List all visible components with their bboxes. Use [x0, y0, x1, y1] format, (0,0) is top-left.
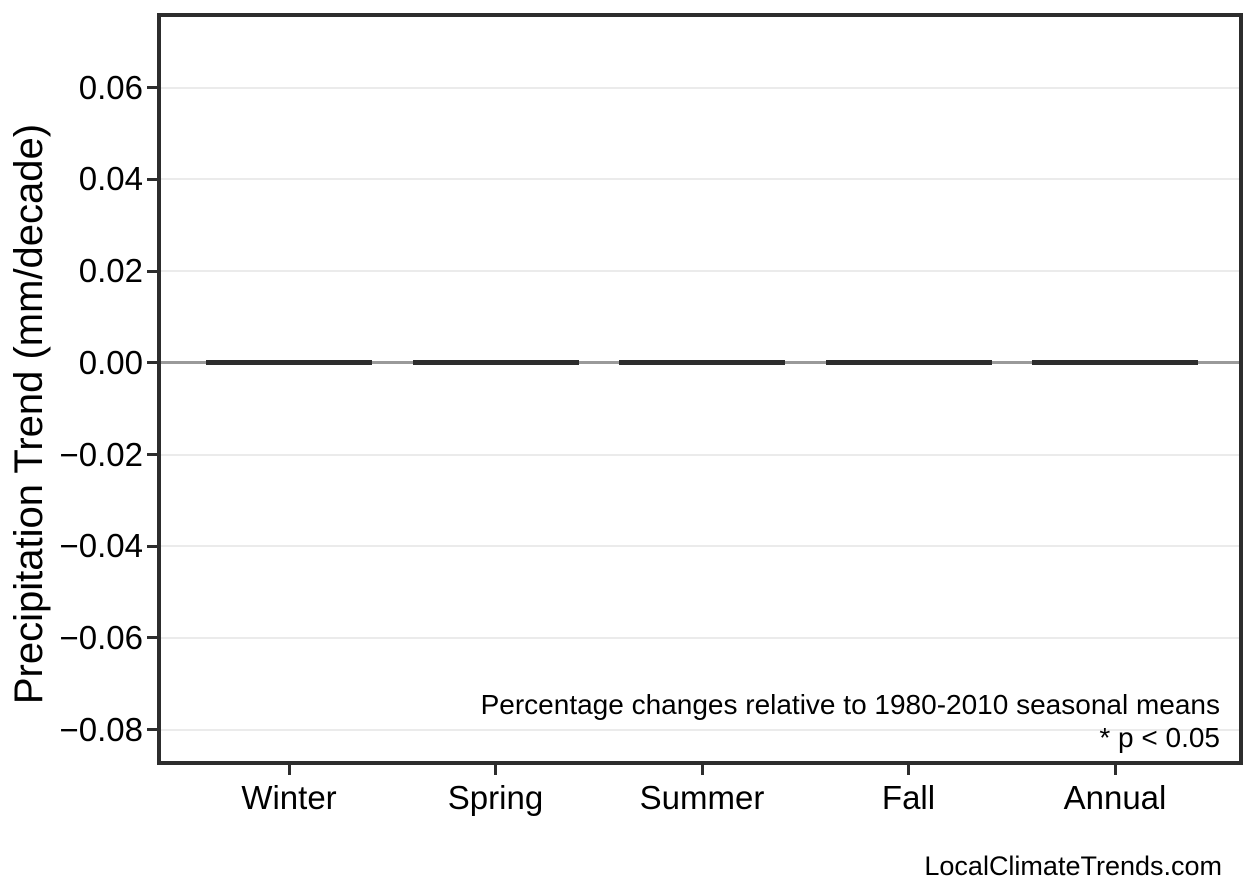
x-tick-label-fall: Fall — [881, 779, 936, 816]
annotation-note: Percentage changes relative to 1980-2010… — [480, 689, 1220, 720]
x-tick-summer — [700, 764, 704, 775]
x-tick-fall — [907, 764, 910, 775]
plot-area-frame — [157, 13, 1243, 765]
annotation-significance: * p < 0.05 — [1099, 722, 1220, 753]
x-tick-label-spring: Spring — [447, 779, 544, 816]
x-tick-label-summer: Summer — [639, 779, 765, 816]
x-tick-annual — [1113, 764, 1117, 775]
y-axis-title: Precipitation Trend (mm/decade) — [7, 123, 51, 705]
x-tick-winter — [287, 764, 291, 775]
chart-annotation: Percentage changes relative to 1980-2010… — [481, 688, 1220, 754]
x-tick-label-winter: Winter — [241, 779, 337, 816]
x-tick-spring — [494, 764, 497, 775]
x-tick-label-annual: Annual — [1063, 779, 1167, 816]
watermark: LocalClimateTrends.com — [924, 851, 1222, 881]
